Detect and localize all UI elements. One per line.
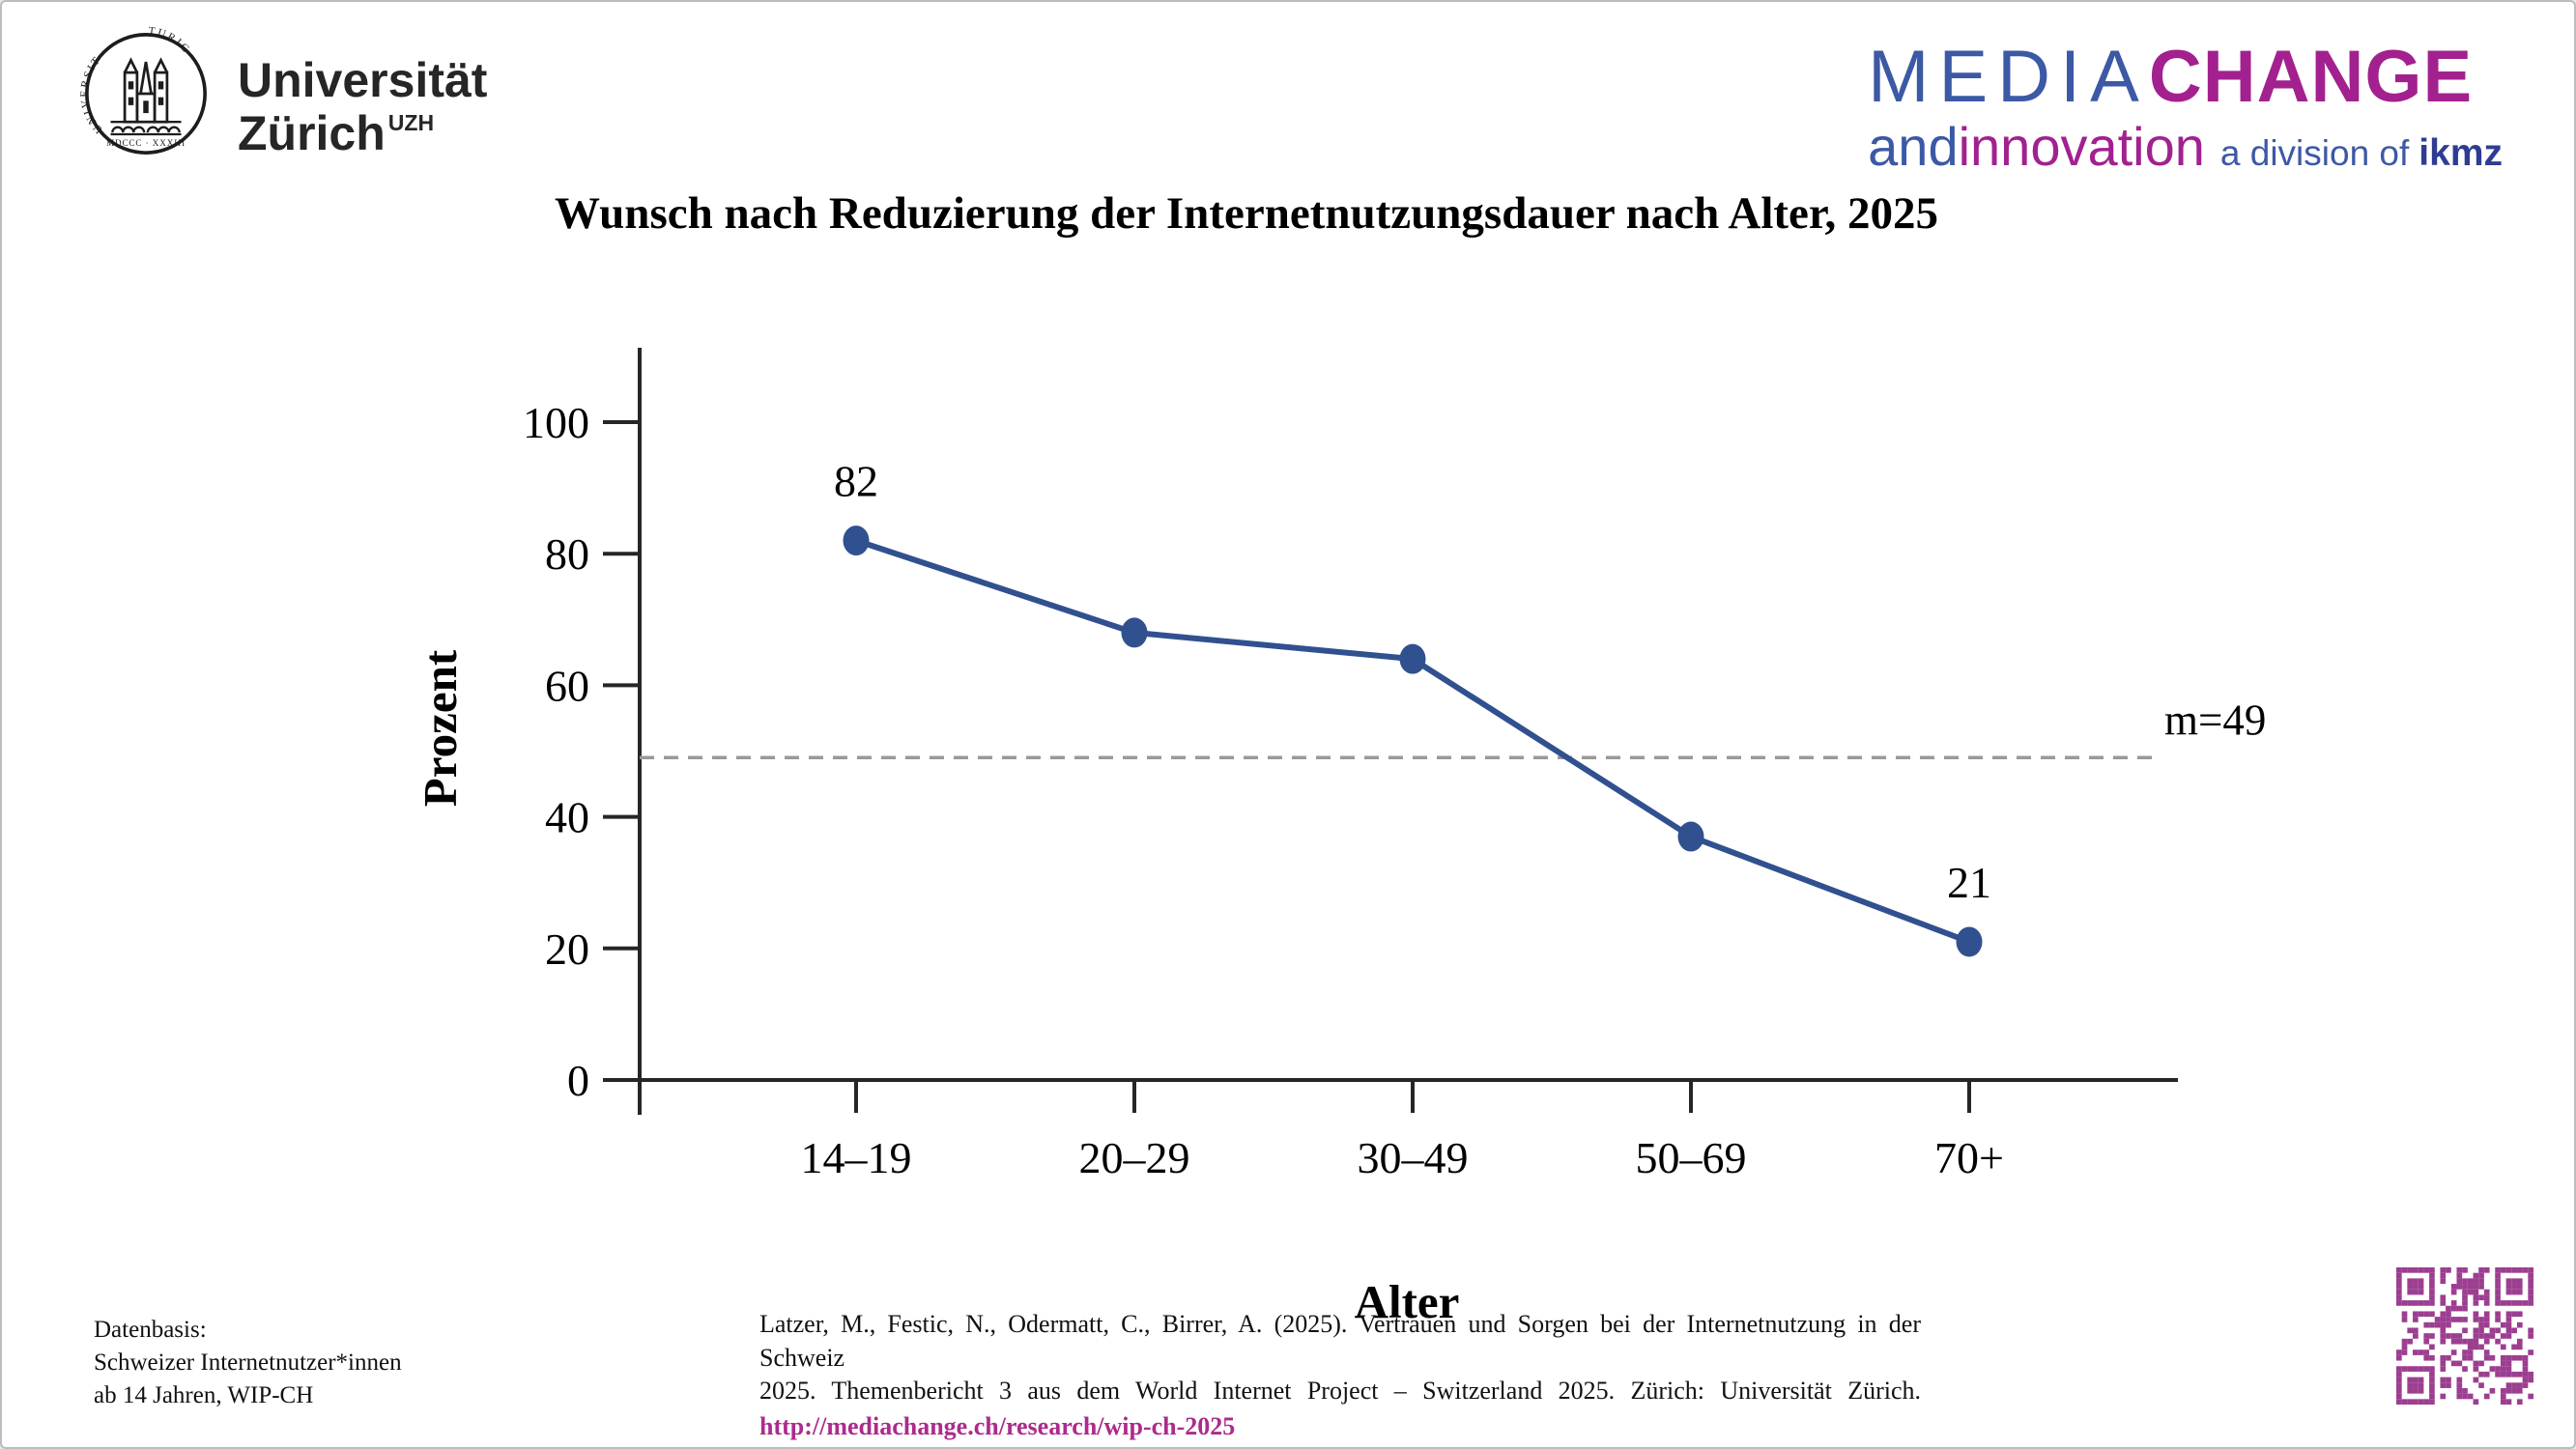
- x-tick-label: 70+: [1934, 1133, 2004, 1182]
- citation-link[interactable]: http://mediachange.ch/research/wip-ch-20…: [759, 1411, 1236, 1440]
- data-point-label: 82: [834, 457, 878, 506]
- y-tick-label: 0: [567, 1056, 589, 1105]
- mediachange-media-text: MEDIA: [1868, 36, 2149, 118]
- data-point: [1399, 643, 1426, 674]
- mediachange-division-text: a division of: [2219, 133, 2410, 173]
- mean-line-label: m=49: [2164, 696, 2266, 744]
- uzh-superscript: UZH: [387, 110, 435, 135]
- data-point: [1956, 926, 1983, 957]
- data-point: [1121, 617, 1148, 648]
- x-tick-label: 50–69: [1636, 1133, 1747, 1182]
- mediachange-change-text: CHANGE: [2148, 36, 2474, 118]
- databasis-note: Datenbasis: Schweizer Internetnutzer*inn…: [94, 1314, 402, 1412]
- page-title: Wunsch nach Reduzierung der Internetnutz…: [555, 188, 1938, 239]
- uzh-name-line1: Universität: [238, 53, 488, 107]
- mediachange-ikmz-text: ikmz: [2419, 132, 2503, 174]
- citation-text-line1: Latzer, M., Festic, N., Odermatt, C., Bi…: [759, 1310, 1921, 1372]
- mediachange-logo-row1: MEDIA CHANGE: [1868, 41, 2473, 114]
- databasis-line3: ab 14 Jahren, WIP-CH: [94, 1382, 314, 1408]
- y-tick-label: 20: [545, 924, 589, 974]
- y-tick-label: 40: [545, 793, 589, 842]
- data-point-label: 21: [1947, 858, 1991, 907]
- citation: Latzer, M., Festic, N., Odermatt, C., Bi…: [759, 1308, 1921, 1443]
- citation-text-line2: 2025. Themenbericht 3 aus dem World Inte…: [759, 1377, 1921, 1406]
- y-tick-label: 60: [545, 661, 589, 710]
- mediachange-logo: MEDIA CHANGE and innovation a division of…: [1868, 41, 2503, 174]
- mediachange-and-text: and: [1868, 116, 1959, 177]
- x-axis-title: Alter: [1355, 1275, 1460, 1328]
- uzh-name-line2: Zürich: [238, 106, 386, 160]
- data-point: [1677, 821, 1704, 852]
- series-line: [853, 537, 1972, 945]
- y-tick-label: 80: [545, 529, 589, 579]
- databasis-line2: Schweizer Internetnutzer*innen: [94, 1350, 402, 1376]
- uzh-seal-year: MDCCC · XXXIII: [106, 138, 186, 148]
- uzh-wordmark: Universität Zürich UZH: [238, 54, 487, 160]
- data-point: [843, 526, 870, 556]
- qr-code: [2396, 1267, 2533, 1405]
- mediachange-innovation-text: innovation: [1958, 116, 2205, 177]
- x-tick-label: 30–49: [1358, 1133, 1469, 1182]
- x-tick-label: 14–19: [801, 1133, 912, 1182]
- mediachange-logo-row2: and innovation a division of ikmz: [1868, 120, 2503, 174]
- databasis-line1: Datenbasis:: [94, 1317, 207, 1343]
- x-tick-label: 20–29: [1079, 1133, 1190, 1182]
- y-tick-label: 100: [523, 398, 589, 447]
- y-axis-title: Prozent: [414, 649, 467, 807]
